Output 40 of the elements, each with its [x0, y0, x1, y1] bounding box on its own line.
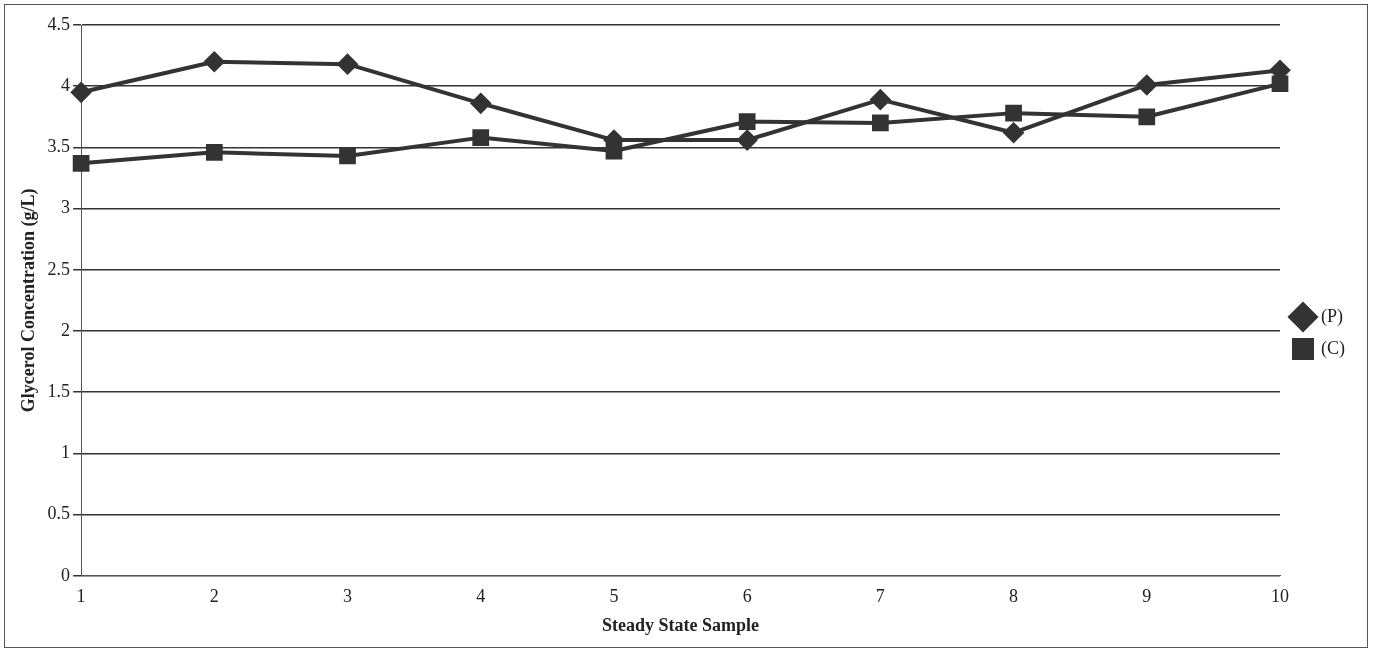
x-tick-label: 2	[209, 586, 219, 607]
point	[870, 89, 891, 110]
point	[737, 130, 758, 151]
point	[472, 129, 490, 146]
y-axis-title: Glycerol Concentration (g/L)	[18, 188, 40, 413]
y-tick-label: 4	[61, 74, 71, 95]
legend-label: (P)	[1321, 305, 1344, 327]
x-tick-label: 6	[742, 586, 752, 607]
point	[71, 82, 92, 103]
x-tick-label: 9	[1142, 586, 1152, 607]
point	[1003, 122, 1024, 143]
x-tick-label: 1	[76, 586, 86, 607]
point	[872, 114, 889, 132]
point	[738, 113, 756, 131]
x-tick-label: 10	[1271, 586, 1290, 607]
point	[204, 51, 225, 72]
y-tick-label: 4.5	[47, 13, 71, 34]
legend-label: (C)	[1321, 337, 1346, 359]
y-tick-label: 3	[61, 197, 71, 218]
x-tick-label: 3	[343, 586, 353, 607]
x-tick-label: 8	[1009, 586, 1019, 607]
point	[1138, 108, 1156, 126]
y-tick-label: 0	[61, 564, 71, 585]
y-tick-label: 2	[61, 319, 71, 340]
x-tick-label: 7	[875, 586, 885, 607]
x-tick-label: 4	[476, 586, 486, 607]
point	[337, 54, 358, 75]
y-tick-label: 0.5	[47, 503, 71, 524]
point	[1005, 104, 1022, 122]
point	[339, 147, 356, 165]
y-tick-label: 1.5	[47, 380, 71, 401]
x-axis-title: Steady State Sample	[602, 614, 760, 635]
y-tick-label: 2.5	[47, 258, 71, 279]
point	[1136, 74, 1157, 95]
point	[470, 93, 491, 114]
y-tick-label: 1	[61, 442, 71, 463]
x-tick-label: 5	[609, 586, 619, 607]
y-tick-label: 3.5	[47, 136, 71, 157]
point	[72, 154, 90, 172]
point	[205, 143, 223, 161]
